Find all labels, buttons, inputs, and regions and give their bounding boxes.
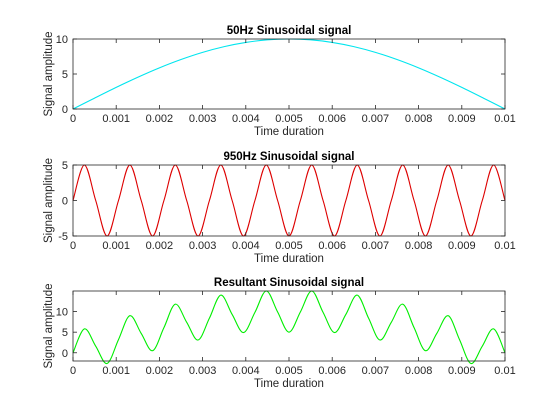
y-tick-label: 10 — [56, 307, 68, 319]
y-tick-label: 0 — [62, 196, 68, 208]
x-tick-label: 0.005 — [275, 240, 303, 252]
x-tick-label: 0.004 — [232, 240, 260, 252]
x-tick-label: 0 — [70, 240, 76, 252]
x-tick-label: 0.01 — [494, 113, 515, 125]
x-axis-label: Time duration — [254, 378, 324, 390]
x-tick-label: 0 — [70, 365, 76, 377]
y-tick-label: 0 — [62, 104, 68, 116]
x-tick-label: 0 — [70, 113, 76, 125]
x-tick-label: 0.003 — [189, 365, 217, 377]
y-tick-label: 5 — [62, 69, 68, 81]
plot-area — [73, 39, 505, 109]
x-tick-label: 0.001 — [102, 365, 130, 377]
x-tick-label: 0.007 — [362, 365, 390, 377]
x-tick-label: 0.004 — [232, 113, 260, 125]
x-tick-label: 0.009 — [448, 240, 476, 252]
x-axis-label: Time duration — [254, 126, 324, 138]
x-axis-label: Time duration — [254, 253, 324, 265]
chart-title: 950Hz Sinusoidal signal — [223, 151, 354, 163]
y-axis-label: Signal amplitude — [43, 31, 55, 116]
y-tick-label: 10 — [56, 34, 68, 46]
x-tick-label: 0.005 — [275, 365, 303, 377]
x-tick-label: 0.009 — [448, 113, 476, 125]
y-tick-label: -5 — [58, 231, 68, 243]
x-tick-label: 0.008 — [405, 113, 433, 125]
y-axis-label: Signal amplitude — [43, 283, 55, 368]
x-tick-label: 0.009 — [448, 365, 476, 377]
plot-area — [73, 165, 505, 236]
x-tick-label: 0.008 — [405, 240, 433, 252]
x-tick-label: 0.002 — [146, 113, 174, 125]
x-tick-label: 0.003 — [189, 113, 217, 125]
x-tick-label: 0.008 — [405, 365, 433, 377]
x-tick-label: 0.002 — [146, 365, 174, 377]
x-tick-label: 0.003 — [189, 240, 217, 252]
x-tick-label: 0.001 — [102, 240, 130, 252]
chart-title: 50Hz Sinusoidal signal — [227, 25, 352, 37]
y-tick-label: 5 — [62, 327, 68, 339]
x-tick-label: 0.006 — [318, 113, 346, 125]
x-tick-label: 0.01 — [494, 240, 515, 252]
x-tick-label: 0.006 — [318, 240, 346, 252]
x-tick-label: 0.004 — [232, 365, 260, 377]
y-tick-label: 0 — [62, 348, 68, 360]
x-tick-label: 0.006 — [318, 365, 346, 377]
x-tick-label: 0.005 — [275, 113, 303, 125]
x-tick-label: 0.007 — [362, 240, 390, 252]
x-tick-label: 0.007 — [362, 113, 390, 125]
x-tick-label: 0.001 — [102, 113, 130, 125]
y-axis-label: Signal amplitude — [43, 158, 55, 243]
chart-title: Resultant Sinusoidal signal — [214, 277, 364, 289]
x-tick-label: 0.002 — [146, 240, 174, 252]
y-tick-label: 5 — [62, 160, 68, 172]
x-tick-label: 0.01 — [494, 365, 515, 377]
